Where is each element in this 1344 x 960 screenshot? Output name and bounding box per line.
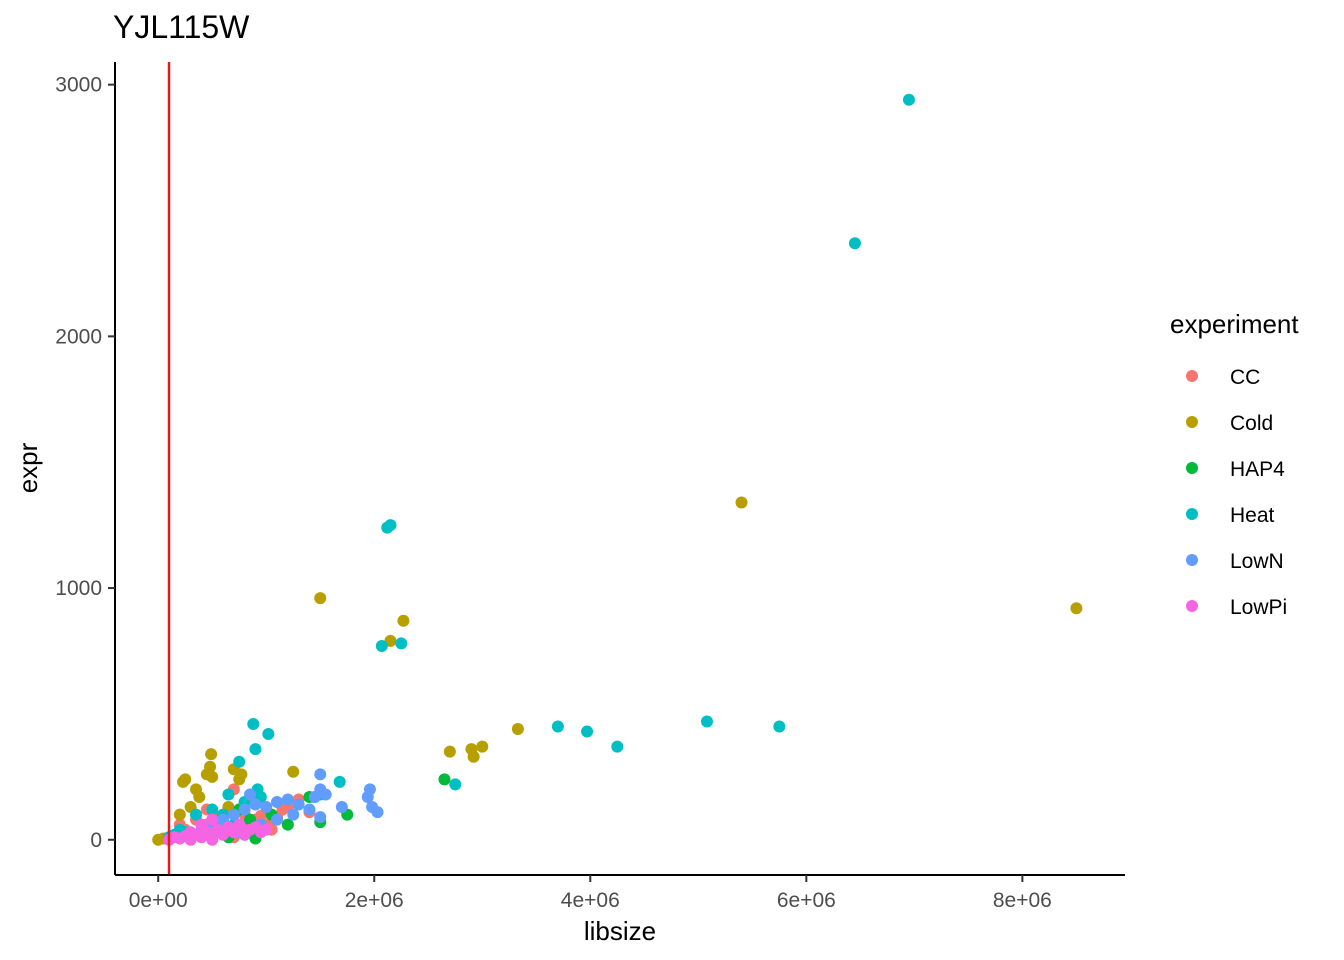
point-cold-9 [204, 760, 217, 773]
point-cold-7 [193, 790, 206, 803]
legend-key-heat [1186, 508, 1198, 520]
point-heat-23 [581, 725, 594, 738]
point-hap4-5 [438, 773, 451, 786]
point-heat-26 [773, 720, 786, 733]
point-heat-22 [551, 720, 564, 733]
point-heat-25 [700, 715, 713, 728]
chart-title: YJL115W [113, 9, 250, 45]
point-heat-5 [206, 803, 219, 816]
legend-key-cc [1186, 370, 1198, 382]
x-tick-label: 6e+06 [777, 889, 836, 912]
point-cold-21 [443, 745, 456, 758]
point-cold-2 [173, 808, 186, 821]
y-tick-label: 0 [90, 829, 102, 852]
point-lown-21 [314, 811, 327, 824]
point-lown-11 [292, 798, 305, 811]
legend-key-cold [1186, 416, 1198, 428]
legend-label-heat: Heat [1230, 504, 1275, 527]
point-cold-4 [179, 773, 192, 786]
point-cold-17 [287, 765, 300, 778]
y-tick-label: 3000 [55, 74, 102, 97]
point-lown-5 [238, 803, 251, 816]
point-cold-18 [314, 592, 327, 605]
point-cold-26 [735, 496, 748, 509]
point-lown-6 [244, 788, 257, 801]
point-cc-27 [254, 809, 267, 822]
legend-label-lowpi: LowPi [1230, 596, 1287, 619]
point-lowpi-13 [233, 818, 246, 831]
point-heat-4 [190, 808, 203, 821]
point-heat-13 [262, 728, 275, 741]
x-tick-label: 2e+06 [345, 889, 404, 912]
y-tick-label: 1000 [55, 577, 102, 600]
point-cold-11 [206, 770, 219, 783]
point-lown-27 [271, 813, 284, 826]
point-lown-9 [271, 796, 284, 809]
legend-key-lowpi [1186, 600, 1198, 612]
point-lown-15 [335, 801, 348, 814]
point-cold-25 [511, 723, 524, 736]
point-lown-20 [371, 806, 384, 819]
point-lown-16 [314, 768, 327, 781]
point-cold-20 [397, 614, 410, 627]
y-tick-label: 2000 [55, 325, 102, 348]
y-axis-title: expr [13, 442, 43, 493]
point-heat-19 [384, 519, 397, 532]
point-lowpi-8 [206, 833, 219, 846]
x-axis-title: libsize [584, 916, 656, 946]
point-heat-7 [233, 755, 246, 768]
legend-label-cold: Cold [1230, 412, 1273, 435]
point-lowpi-21 [184, 826, 197, 839]
legend-label-cc: CC [1230, 366, 1260, 389]
y-axis-ticks: 0 1000 2000 3000 [55, 74, 115, 852]
point-cold-14 [235, 768, 248, 781]
point-lown-18 [363, 783, 376, 796]
point-lown-4 [227, 808, 240, 821]
legend-key-lown [1186, 554, 1198, 566]
point-heat-17 [375, 639, 388, 652]
legend-title: experiment [1170, 309, 1299, 339]
legend-label-hap4: HAP4 [1230, 458, 1285, 481]
points-layer [152, 93, 1083, 846]
point-heat-16 [333, 775, 346, 788]
point-lowpi-18 [260, 823, 273, 836]
legend-key-hap4 [1186, 462, 1198, 474]
point-heat-20 [395, 637, 408, 650]
point-cold-24 [476, 740, 489, 753]
legend: CC Cold HAP4 Heat LowN LowPi [1186, 366, 1287, 619]
point-heat-6 [222, 788, 235, 801]
point-lown-7 [249, 798, 262, 811]
point-lown-14 [319, 788, 332, 801]
legend-label-lown: LowN [1230, 550, 1284, 573]
point-heat-10 [249, 743, 262, 756]
point-heat-21 [449, 778, 462, 791]
point-lown-8 [260, 801, 273, 814]
point-lowpi-20 [206, 813, 219, 826]
x-tick-label: 4e+06 [561, 889, 620, 912]
point-heat-9 [247, 717, 260, 730]
point-heat-24 [611, 740, 624, 753]
point-lown-26 [287, 808, 300, 821]
point-heat-28 [902, 93, 915, 106]
point-lown-22 [303, 803, 316, 816]
point-lowpi-19 [195, 818, 208, 831]
point-lown-10 [281, 793, 294, 806]
x-axis-ticks: 0e+00 2e+06 4e+06 6e+06 8e+06 [129, 875, 1052, 912]
x-tick-label: 8e+06 [993, 889, 1052, 912]
point-cold-23 [467, 750, 480, 763]
point-cold-10 [205, 748, 218, 761]
x-tick-label: 0e+00 [129, 889, 188, 912]
point-hap4-2 [281, 818, 294, 831]
point-cold-27 [1070, 602, 1083, 615]
point-heat-27 [848, 237, 861, 250]
